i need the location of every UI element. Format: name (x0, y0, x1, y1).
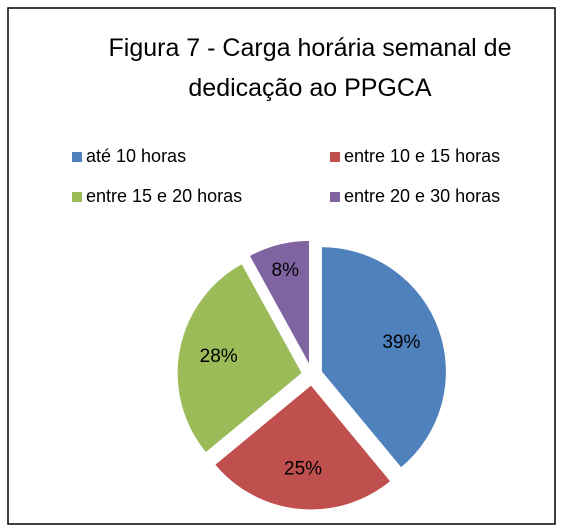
legend-swatch (330, 152, 340, 162)
legend-label: entre 15 e 20 horas (86, 186, 242, 206)
data-label: 39% (382, 332, 420, 353)
legend-swatch (72, 192, 82, 202)
data-label: 8% (272, 260, 300, 281)
pie-slice (214, 384, 392, 511)
legend-swatch (72, 152, 82, 162)
data-label: 25% (284, 459, 322, 480)
pie-slice (248, 239, 311, 366)
data-label: 28% (200, 346, 238, 367)
legend-label: entre 10 e 15 horas (344, 146, 500, 166)
legend-label: entre 20 e 30 horas (344, 186, 500, 206)
legend-label: até 10 horas (86, 146, 186, 166)
legend-swatch (330, 192, 340, 202)
pie-slice (176, 262, 303, 454)
pie-slice (320, 246, 447, 469)
chart-title: Figura 7 - Carga horária semanal de dedi… (108, 34, 512, 102)
